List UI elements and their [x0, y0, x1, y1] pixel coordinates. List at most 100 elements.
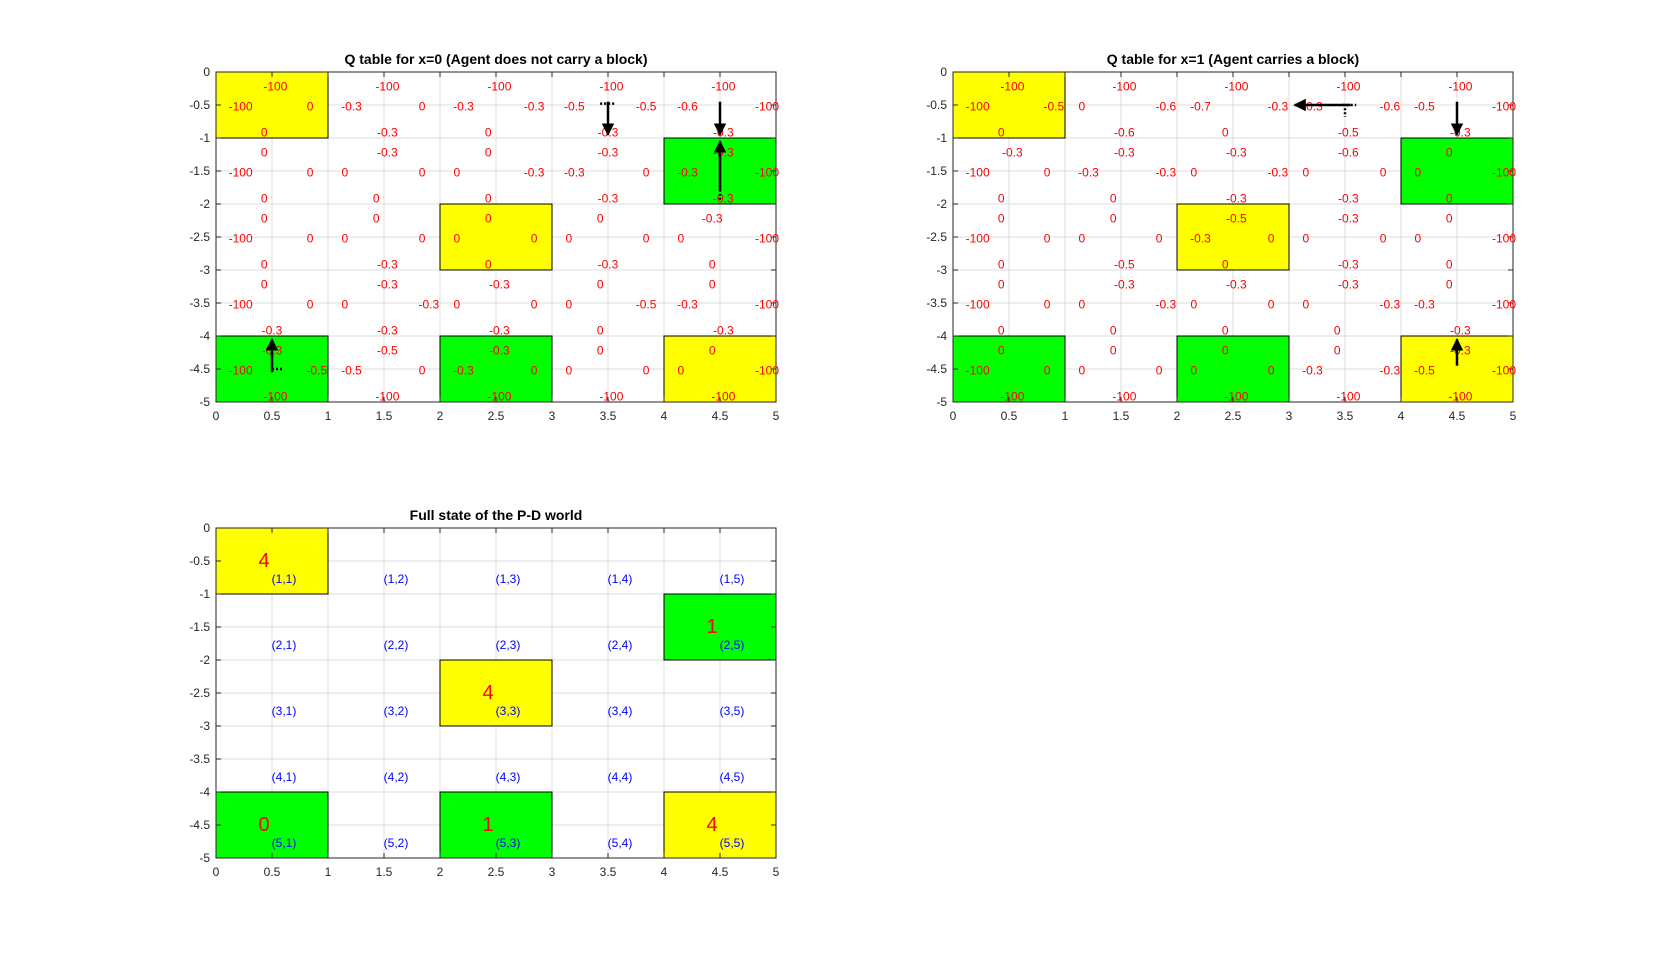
q-value-label: -0.6 [1379, 99, 1400, 113]
q-value-label: 0 [261, 212, 268, 226]
q-value-label: -100 [755, 231, 779, 245]
y-tick-label: -0.5 [189, 98, 210, 112]
q-value-label: -0.3 [341, 99, 362, 113]
q-value-label: 0 [998, 344, 1005, 358]
cell-coordinate-label: (5,5) [720, 836, 745, 850]
q-value-label: -0.6 [677, 99, 698, 113]
q-value-label: -0.3 [1226, 146, 1247, 160]
q-value-label: 0 [307, 297, 314, 311]
q-value-label: -0.3 [677, 165, 698, 179]
cell-coordinate-label: (1,4) [608, 572, 633, 586]
x-tick-label: 0 [950, 409, 957, 423]
q-value-label: -100 [711, 80, 735, 94]
x-tick-label: 5 [773, 865, 780, 879]
y-tick-label: -3 [199, 263, 210, 277]
q-value-label: -0.5 [636, 99, 657, 113]
q-value-label: 0 [1190, 297, 1197, 311]
dropoff-cell [439, 791, 553, 859]
x-tick-label: 2 [437, 865, 444, 879]
x-tick-label: 3.5 [1337, 409, 1354, 423]
q-value-label: 0 [1302, 231, 1309, 245]
q-value-label: -100 [966, 363, 990, 377]
x-tick-label: 5 [773, 409, 780, 423]
q-value-label: -100 [1224, 80, 1248, 94]
q-value-label: -0.3 [713, 126, 734, 140]
y-tick-label: -3.5 [189, 296, 210, 310]
y-tick-label: -2.5 [189, 230, 210, 244]
x-tick-label: 1.5 [376, 865, 393, 879]
q-value-label: -0.3 [1226, 192, 1247, 206]
q-value-label: 0 [1190, 165, 1197, 179]
cell-coordinate-label: (4,5) [720, 770, 745, 784]
q-value-label: 0 [1334, 324, 1341, 338]
pickup-cell [215, 527, 329, 595]
dropoff-cell [952, 335, 1066, 403]
cell-coordinate-label: (4,4) [608, 770, 633, 784]
q-value-label: -0.6 [1155, 99, 1176, 113]
q-value-label: -0.5 [1226, 212, 1247, 226]
q-value-label: -100 [1448, 80, 1472, 94]
q-value-label: 0 [1078, 297, 1085, 311]
q-value-label: -100 [755, 165, 779, 179]
q-value-label: 0 [1302, 297, 1309, 311]
q-value-label: 0 [998, 212, 1005, 226]
q-value-label: -100 [487, 80, 511, 94]
cell-coordinate-label: (5,3) [496, 836, 521, 850]
y-tick-label: -0.5 [189, 554, 210, 568]
cell-coordinate-label: (4,3) [496, 770, 521, 784]
y-tick-label: -1 [936, 131, 947, 145]
x-tick-label: 2 [437, 409, 444, 423]
q-value-label: 0 [261, 192, 268, 206]
x-tick-label: 2 [1174, 409, 1181, 423]
chart-title: Q table for x=0 (Agent does not carry a … [344, 51, 647, 67]
q-value-label: -0.5 [1414, 363, 1435, 377]
y-tick-label: -5 [199, 395, 210, 409]
cell-coordinate-label: (5,2) [384, 836, 409, 850]
q-value-label: 0 [419, 363, 426, 377]
q-value-label: 0 [998, 324, 1005, 338]
q-value-label: -100 [966, 99, 990, 113]
q-value-label: 0 [597, 212, 604, 226]
q-value-label: 0 [485, 258, 492, 272]
x-tick-label: 0 [213, 409, 220, 423]
dropoff-cell [1400, 137, 1514, 205]
q-value-label: -0.3 [1338, 258, 1359, 272]
q-value-label: -0.5 [1114, 258, 1135, 272]
q-value-label: 0 [597, 324, 604, 338]
q-value-label: -0.3 [377, 324, 398, 338]
y-tick-label: -2 [199, 653, 210, 667]
q-value-label: 0 [531, 231, 538, 245]
q-value-label: -0.3 [453, 363, 474, 377]
y-tick-label: -2.5 [926, 230, 947, 244]
q-value-label: 0 [709, 344, 716, 358]
q-value-label: -100 [229, 231, 253, 245]
q-value-label: -0.3 [1450, 126, 1471, 140]
q-value-label: 0 [1190, 363, 1197, 377]
pickup-cell [439, 659, 553, 727]
q-value-label: 0 [1380, 165, 1387, 179]
q-value-label: -100 [966, 165, 990, 179]
q-value-label: -0.3 [1379, 363, 1400, 377]
q-value-label: 0 [565, 363, 572, 377]
q-value-label: 0 [1446, 212, 1453, 226]
y-tick-label: -4 [199, 785, 210, 799]
q-value-label: 0 [1334, 344, 1341, 358]
block-count-label: 1 [482, 814, 493, 836]
y-tick-label: -3.5 [189, 752, 210, 766]
q-value-label: 0 [261, 258, 268, 272]
q-value-label: 0 [1446, 258, 1453, 272]
pickup-cell [663, 335, 777, 403]
q-value-label: 0 [1110, 344, 1117, 358]
cell-coordinate-label: (4,2) [384, 770, 409, 784]
pickup-cell [215, 71, 329, 139]
pickup-cell [439, 203, 553, 271]
q-value-label: -100 [1336, 390, 1360, 404]
block-count-label: 4 [706, 814, 717, 836]
q-value-label: 0 [1110, 324, 1117, 338]
x-tick-label: 1 [1062, 409, 1069, 423]
q-value-label: -0.3 [1302, 99, 1323, 113]
q-value-label: -0.5 [564, 99, 585, 113]
q-value-label: 0 [643, 165, 650, 179]
x-tick-label: 4.5 [712, 865, 729, 879]
q-value-label: 0 [677, 231, 684, 245]
